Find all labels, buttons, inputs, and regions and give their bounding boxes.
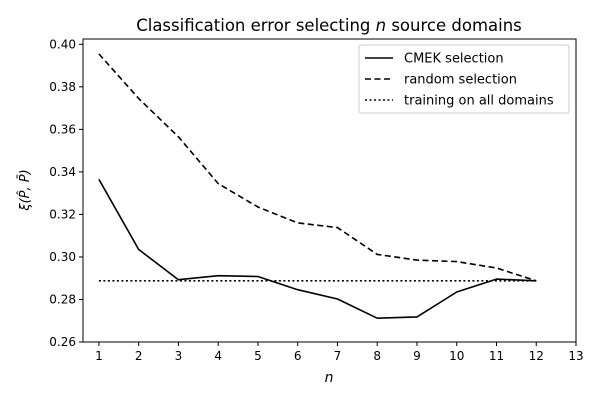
y-tick-label: 0.26 bbox=[49, 335, 76, 349]
plot-frame bbox=[82, 38, 577, 343]
x-tick-label: 4 bbox=[214, 349, 222, 363]
chart-title-variable: n bbox=[376, 16, 386, 35]
legend-label: random selection bbox=[404, 73, 517, 88]
x-tick-label: 12 bbox=[529, 349, 544, 363]
legend-label: training on all domains bbox=[404, 94, 554, 109]
y-axis-label: ξ(P̂, P̄) bbox=[18, 169, 33, 211]
series-line-1 bbox=[98, 178, 537, 320]
chart-title: Classification error selecting n source … bbox=[136, 16, 522, 35]
legend: CMEK selection random selection training o… bbox=[358, 44, 570, 114]
x-axis-label: n bbox=[325, 370, 334, 386]
y-tick-label: 0.28 bbox=[49, 292, 76, 306]
x-tick-label: 11 bbox=[489, 349, 504, 363]
y-axis-ticks: 0.26 0.28 0.30 0.32 0.34 0.36 0.38 0.40 bbox=[49, 37, 83, 349]
x-tick-label: 13 bbox=[568, 349, 583, 363]
x-tick-label: 3 bbox=[175, 349, 183, 363]
legend-label: CMEK selection bbox=[404, 52, 504, 67]
chart-title-prefix: Classification error selecting bbox=[136, 16, 375, 35]
series-layer bbox=[98, 53, 537, 320]
chart-title-suffix: source domains bbox=[386, 16, 522, 35]
y-tick-label: 0.40 bbox=[49, 37, 76, 51]
series-line-2 bbox=[98, 53, 537, 282]
x-tick-label: 5 bbox=[254, 349, 262, 363]
x-tick-label: 1 bbox=[95, 349, 103, 363]
x-tick-label: 8 bbox=[373, 349, 381, 363]
x-tick-label: 10 bbox=[449, 349, 464, 363]
y-tick-label: 0.30 bbox=[49, 250, 76, 264]
x-tick-label: 9 bbox=[413, 349, 421, 363]
y-tick-label: 0.38 bbox=[49, 80, 76, 94]
y-tick-label: 0.32 bbox=[49, 207, 76, 221]
legend-box bbox=[358, 44, 570, 114]
x-tick-label: 2 bbox=[135, 349, 143, 363]
y-tick-label: 0.34 bbox=[49, 165, 76, 179]
x-tick-label: 7 bbox=[334, 349, 342, 363]
y-tick-label: 0.36 bbox=[49, 122, 76, 136]
x-tick-label: 6 bbox=[294, 349, 302, 363]
legend-entries: CMEK selection random selection training o… bbox=[365, 52, 554, 109]
x-axis-ticks: 1 2 3 4 5 6 7 8 9 10 11 12 13 bbox=[95, 342, 584, 363]
